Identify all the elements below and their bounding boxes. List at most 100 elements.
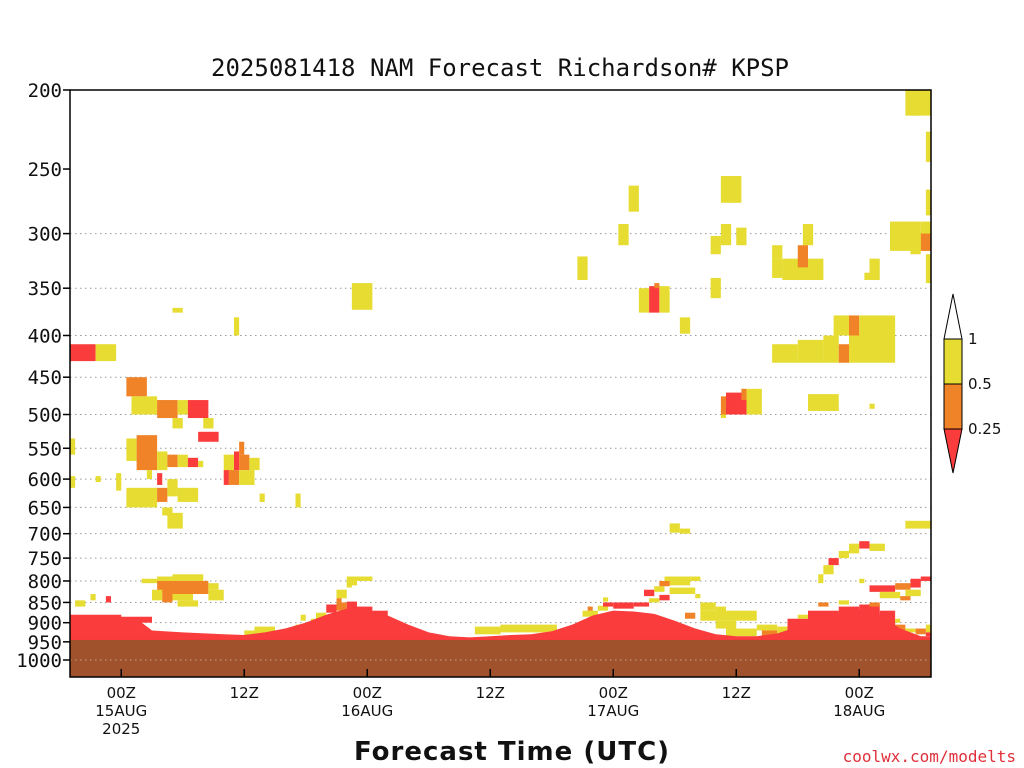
ri-patch: [239, 470, 255, 485]
colorbar-label: 1: [968, 330, 978, 348]
colorbar-bottom-arrow: [943, 428, 963, 474]
ri-patch: [905, 628, 916, 633]
ri-patch: [638, 288, 650, 313]
ri-patch: [659, 580, 670, 587]
ri-patch: [838, 344, 849, 363]
ri-patch: [208, 589, 224, 601]
ri-patch: [828, 558, 839, 566]
ri-patch: [577, 256, 588, 281]
y-tick-label: 650: [28, 497, 62, 519]
ri-patch: [900, 596, 911, 601]
richardson-patches: [70, 90, 931, 640]
x-tick-label: 12Z: [230, 684, 259, 702]
ri-patch: [167, 512, 183, 529]
plot-area: [69, 89, 932, 678]
ri-patch: [654, 283, 660, 289]
ri-patch: [700, 602, 716, 611]
colorbar: 1 0.5 0.25: [943, 293, 1001, 474]
x-axis-title: Forecast Time (UTC): [354, 737, 670, 767]
ri-patch: [690, 576, 701, 581]
ri-patch: [500, 624, 542, 633]
x-tick-label: 00Z: [353, 684, 382, 702]
ri-patch: [925, 632, 931, 637]
ri-patch: [756, 624, 778, 631]
ri-patch: [869, 543, 885, 551]
ri-patch: [659, 594, 670, 601]
credit-text: coolwx.com/modelts: [843, 747, 1016, 766]
y-tick-label: 550: [28, 438, 62, 460]
ri-patch: [116, 473, 122, 491]
ri-patch: [736, 227, 747, 246]
ri-patch: [177, 454, 188, 468]
y-tick-label: 800: [28, 571, 62, 593]
x-tick-label: 16AUG: [341, 702, 393, 720]
ri-patch: [70, 476, 76, 488]
ri-patch: [761, 630, 778, 637]
ri-patch: [797, 245, 808, 268]
ri-patch: [720, 414, 726, 419]
ri-patch: [823, 565, 834, 575]
ri-patch: [239, 441, 245, 455]
y-tick-label: 400: [28, 325, 62, 347]
ri-patch: [920, 233, 931, 251]
ri-patch: [582, 610, 598, 617]
ri-patch: [603, 597, 609, 602]
ri-patch: [849, 315, 860, 336]
ri-patch: [905, 520, 931, 529]
ri-patch: [797, 614, 808, 619]
ri-patch: [157, 487, 168, 502]
ri-patch: [772, 245, 783, 259]
y-tick-label: 200: [28, 80, 62, 102]
ri-patch: [905, 589, 921, 597]
ri-patch: [126, 487, 158, 508]
ri-patch: [223, 470, 229, 485]
ri-patch: [818, 602, 829, 607]
ri-patch: [326, 604, 337, 613]
ri-patch: [925, 254, 931, 284]
ri-patch: [644, 589, 655, 597]
ri-patch: [664, 576, 691, 586]
colorbar-bin: [943, 338, 963, 385]
ri-patch: [772, 344, 798, 363]
ri-patch: [157, 576, 173, 584]
y-tick-label: 450: [28, 367, 62, 389]
ri-patch: [633, 602, 650, 607]
ri-patch: [859, 578, 865, 584]
ri-patch: [849, 543, 860, 554]
ri-patch: [146, 470, 152, 480]
ri-patch: [895, 624, 906, 631]
ri-patch: [587, 606, 593, 611]
ri-patch: [628, 185, 639, 212]
ri-patch: [864, 272, 875, 281]
ri-patch: [244, 630, 265, 637]
ri-patch: [208, 583, 219, 590]
ri-patch: [910, 578, 921, 588]
ri-patch: [141, 578, 158, 584]
ri-patch: [925, 624, 931, 633]
ri-patch: [95, 476, 101, 483]
ri-patch: [925, 189, 931, 216]
colorbar-bin: [943, 383, 963, 430]
ground-fill: [70, 639, 931, 677]
ri-patch: [649, 598, 660, 603]
ri-patch: [336, 602, 347, 611]
ri-patch: [75, 600, 86, 607]
x-tick-label: 00Z: [599, 684, 628, 702]
ri-patch: [700, 610, 757, 621]
ri-patch: [915, 628, 926, 635]
ri-patch: [720, 396, 726, 415]
ri-patch: [669, 587, 696, 595]
ri-patch: [172, 594, 193, 601]
y-axis: 200 250 300 350 400 450 500 550 600 650 7007508008…: [16, 80, 70, 672]
x-tick-label: 15AUG: [95, 702, 147, 720]
ri-patch: [838, 550, 849, 559]
ri-patch: [746, 388, 762, 415]
ri-patch: [105, 596, 111, 603]
ri-patch: [679, 317, 691, 334]
ri-patch: [720, 176, 742, 203]
ri-patch: [720, 224, 732, 246]
ri-patch: [172, 307, 183, 313]
ri-patch: [772, 258, 783, 278]
